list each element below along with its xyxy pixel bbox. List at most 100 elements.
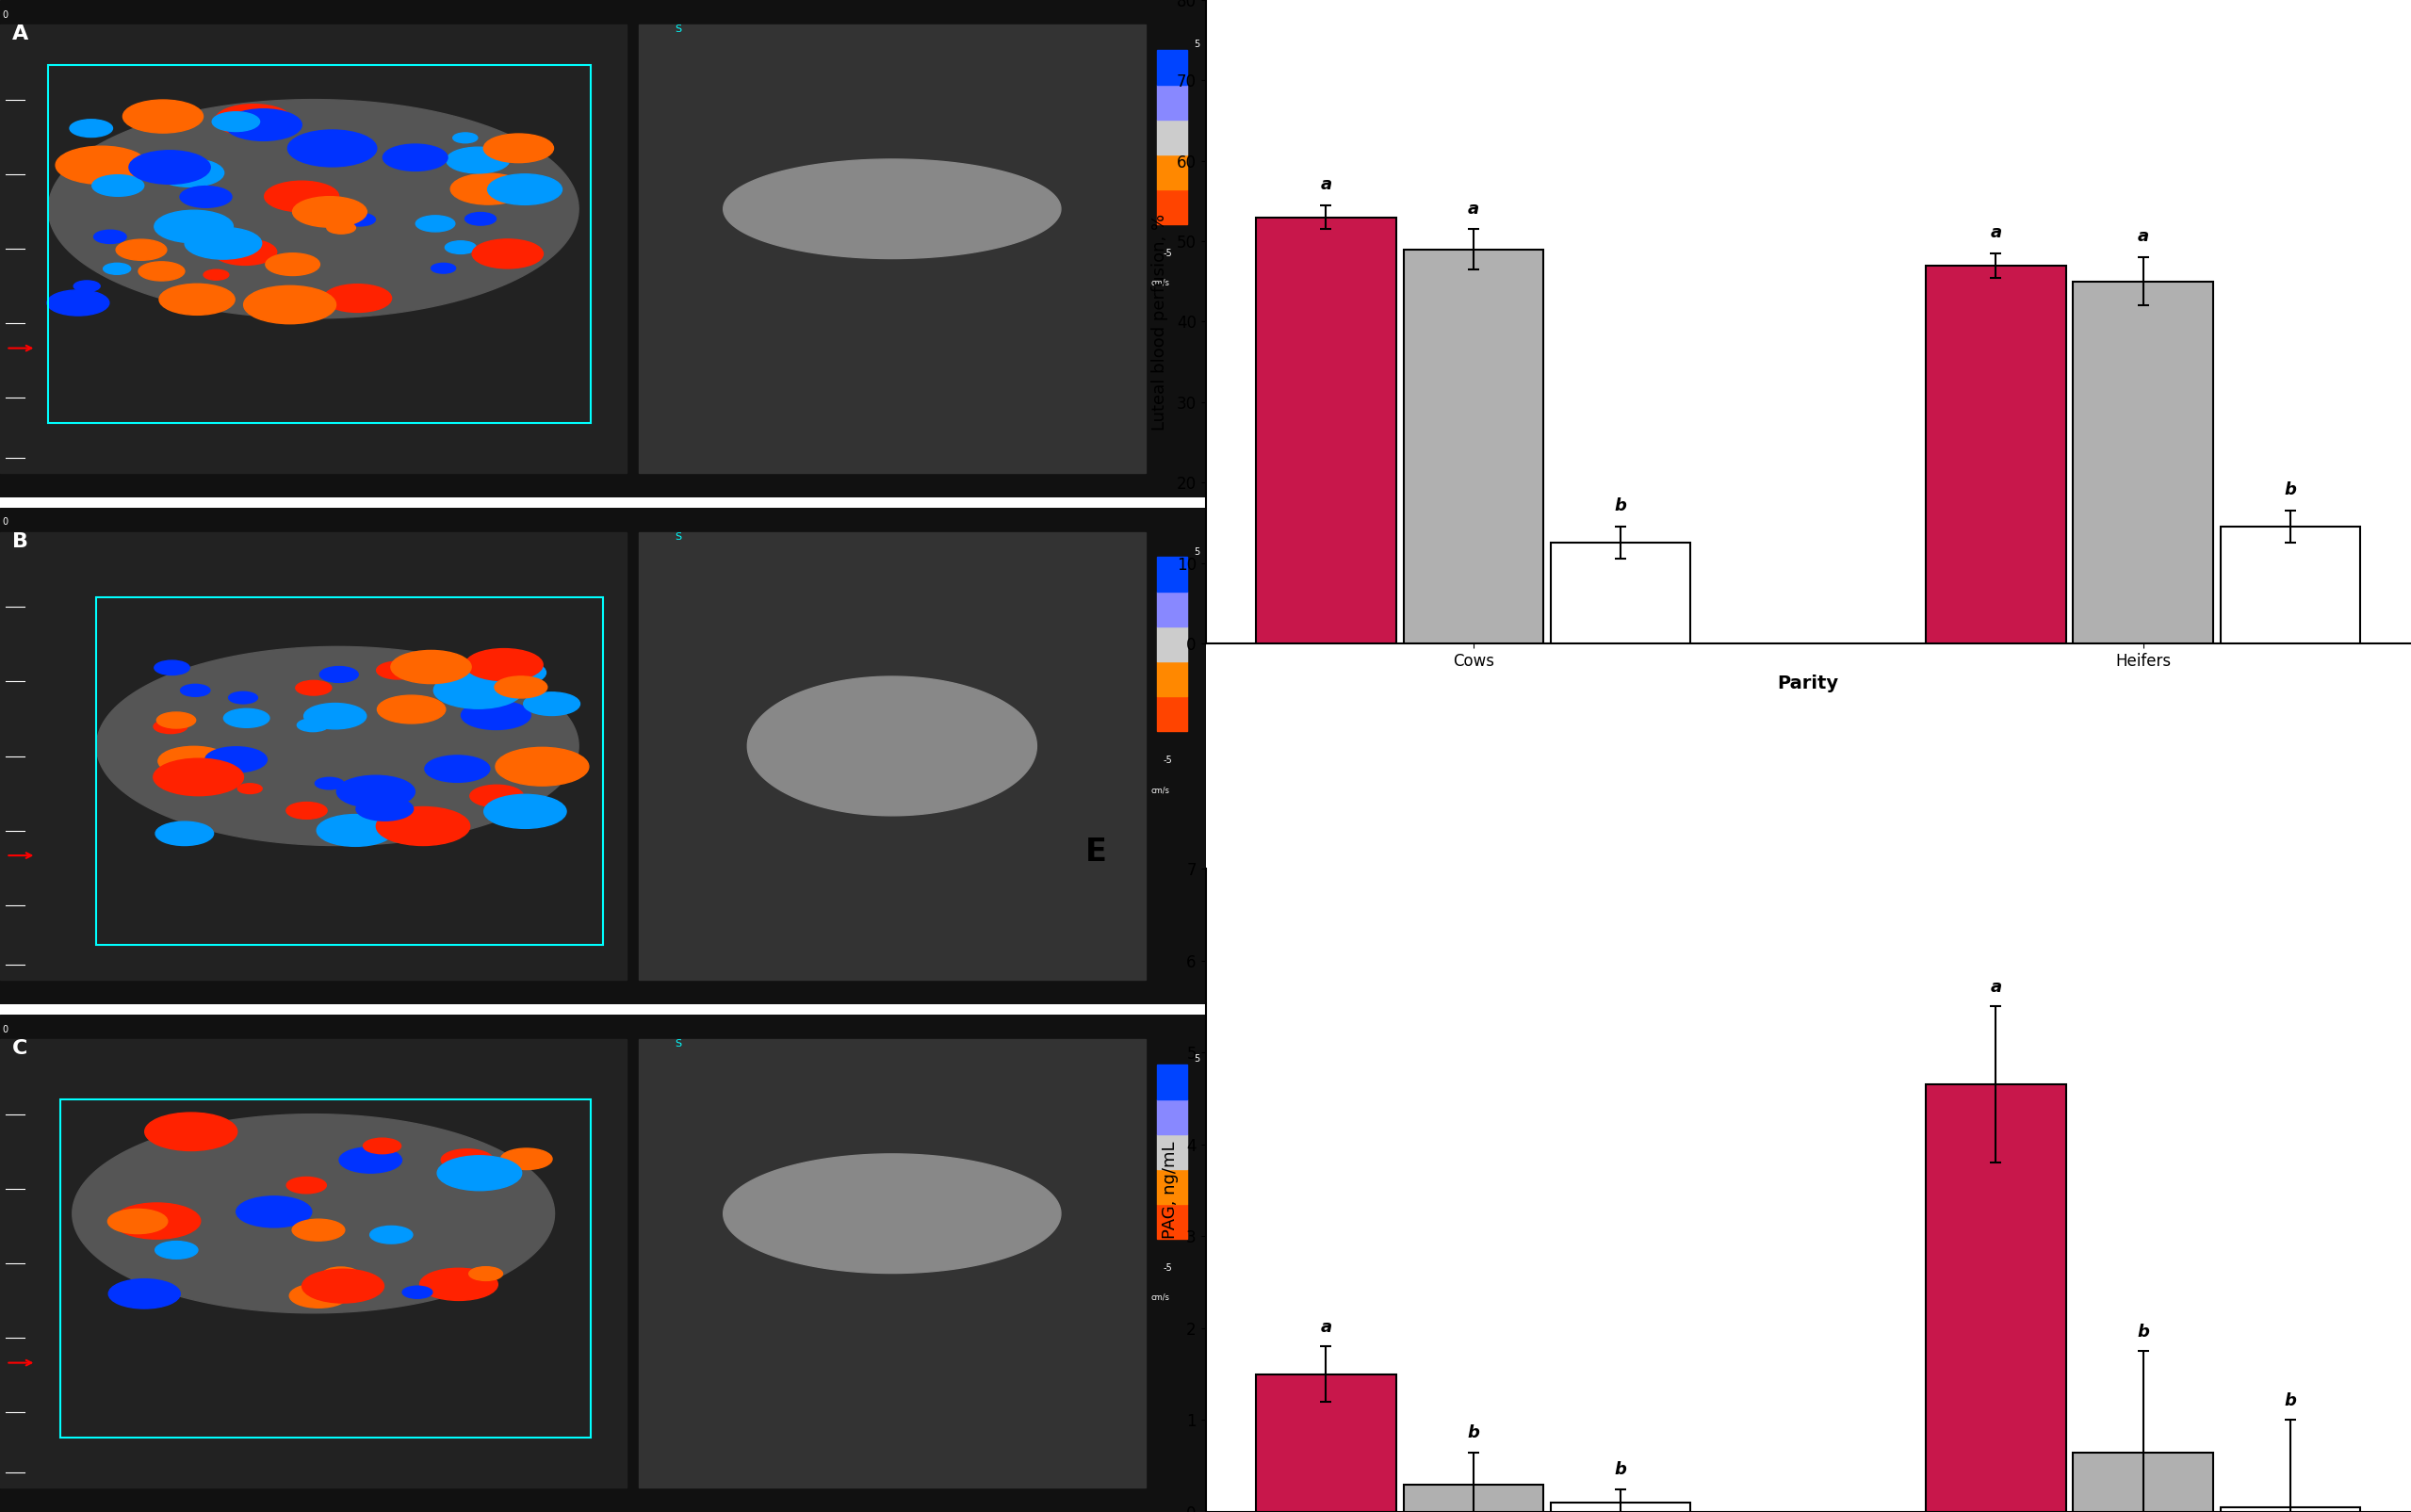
Text: b: b bbox=[2136, 1323, 2148, 1340]
Circle shape bbox=[364, 1139, 400, 1154]
Circle shape bbox=[145, 1113, 236, 1151]
Circle shape bbox=[391, 650, 470, 683]
Circle shape bbox=[130, 151, 210, 184]
Circle shape bbox=[323, 284, 391, 313]
Text: b: b bbox=[2283, 1393, 2298, 1409]
Text: b: b bbox=[1615, 1461, 1627, 1479]
Circle shape bbox=[415, 216, 456, 231]
Text: a: a bbox=[2139, 228, 2148, 245]
Circle shape bbox=[94, 230, 125, 243]
Circle shape bbox=[376, 807, 470, 845]
Circle shape bbox=[441, 1149, 494, 1170]
Circle shape bbox=[92, 175, 145, 197]
Circle shape bbox=[123, 100, 203, 133]
Circle shape bbox=[297, 718, 328, 732]
Circle shape bbox=[224, 109, 301, 141]
Circle shape bbox=[181, 186, 231, 207]
Circle shape bbox=[159, 747, 229, 776]
Bar bbox=[1157, 50, 1186, 85]
Circle shape bbox=[420, 1269, 497, 1300]
Circle shape bbox=[212, 239, 277, 265]
Text: S: S bbox=[675, 532, 682, 541]
Circle shape bbox=[465, 649, 542, 680]
Circle shape bbox=[301, 1269, 383, 1303]
Circle shape bbox=[212, 112, 260, 132]
Bar bbox=[1157, 189, 1186, 224]
Text: 5: 5 bbox=[1193, 547, 1198, 556]
Circle shape bbox=[485, 133, 555, 163]
Circle shape bbox=[340, 1148, 403, 1173]
Polygon shape bbox=[72, 1114, 555, 1312]
Bar bbox=[1157, 85, 1186, 119]
Text: b: b bbox=[1615, 497, 1627, 514]
Circle shape bbox=[376, 661, 420, 679]
Circle shape bbox=[487, 174, 562, 204]
Bar bbox=[1157, 119, 1186, 154]
Text: a: a bbox=[1321, 1318, 1331, 1335]
Circle shape bbox=[316, 777, 345, 789]
Circle shape bbox=[239, 783, 263, 794]
Circle shape bbox=[157, 821, 215, 845]
Circle shape bbox=[357, 797, 412, 821]
Bar bbox=[639, 1040, 1145, 1488]
Circle shape bbox=[137, 262, 186, 281]
Circle shape bbox=[292, 1219, 345, 1241]
Text: 5: 5 bbox=[1193, 39, 1198, 50]
Text: 5: 5 bbox=[1193, 1054, 1198, 1064]
Circle shape bbox=[48, 290, 108, 316]
Text: a: a bbox=[1468, 200, 1478, 218]
Text: S: S bbox=[675, 24, 682, 35]
Bar bbox=[0, 532, 627, 980]
Circle shape bbox=[489, 659, 535, 679]
Text: a: a bbox=[1321, 175, 1331, 194]
Circle shape bbox=[229, 691, 258, 703]
Circle shape bbox=[157, 712, 195, 729]
Text: E: E bbox=[1085, 836, 1107, 868]
Circle shape bbox=[154, 759, 244, 795]
Bar bbox=[1550, 1503, 1690, 1512]
Bar bbox=[1403, 1485, 1543, 1512]
Circle shape bbox=[338, 776, 415, 807]
Circle shape bbox=[55, 147, 147, 184]
Bar bbox=[1157, 154, 1186, 189]
Circle shape bbox=[383, 144, 448, 171]
Circle shape bbox=[304, 703, 366, 729]
Circle shape bbox=[108, 1279, 181, 1308]
Circle shape bbox=[154, 661, 190, 674]
Circle shape bbox=[224, 709, 270, 727]
Bar bbox=[0, 24, 627, 472]
Circle shape bbox=[501, 1148, 552, 1170]
Bar bbox=[1157, 1064, 1186, 1099]
Circle shape bbox=[292, 197, 366, 227]
Circle shape bbox=[104, 263, 130, 274]
Circle shape bbox=[523, 692, 581, 715]
Circle shape bbox=[497, 747, 588, 786]
Circle shape bbox=[297, 680, 333, 696]
Bar bbox=[1403, 249, 1543, 644]
Circle shape bbox=[321, 667, 359, 682]
Bar bbox=[1256, 1374, 1396, 1512]
Circle shape bbox=[461, 702, 530, 730]
Bar bbox=[1157, 1099, 1186, 1134]
Circle shape bbox=[369, 1226, 412, 1243]
Text: A: A bbox=[12, 24, 29, 44]
Circle shape bbox=[451, 174, 526, 204]
Polygon shape bbox=[723, 1154, 1061, 1273]
Bar bbox=[639, 532, 1145, 980]
Circle shape bbox=[403, 1287, 432, 1299]
Polygon shape bbox=[747, 676, 1037, 815]
Bar bbox=[2073, 281, 2213, 644]
Circle shape bbox=[108, 1210, 166, 1234]
Circle shape bbox=[465, 213, 497, 225]
Circle shape bbox=[265, 253, 321, 275]
Circle shape bbox=[453, 133, 477, 144]
Circle shape bbox=[113, 1204, 200, 1238]
Bar bbox=[1157, 1169, 1186, 1204]
Bar bbox=[2073, 1452, 2213, 1512]
Circle shape bbox=[494, 676, 547, 699]
Bar bbox=[1157, 591, 1186, 626]
Circle shape bbox=[116, 239, 166, 260]
Text: 0: 0 bbox=[2, 11, 7, 20]
Text: a: a bbox=[1989, 978, 2001, 995]
Circle shape bbox=[470, 1267, 501, 1281]
